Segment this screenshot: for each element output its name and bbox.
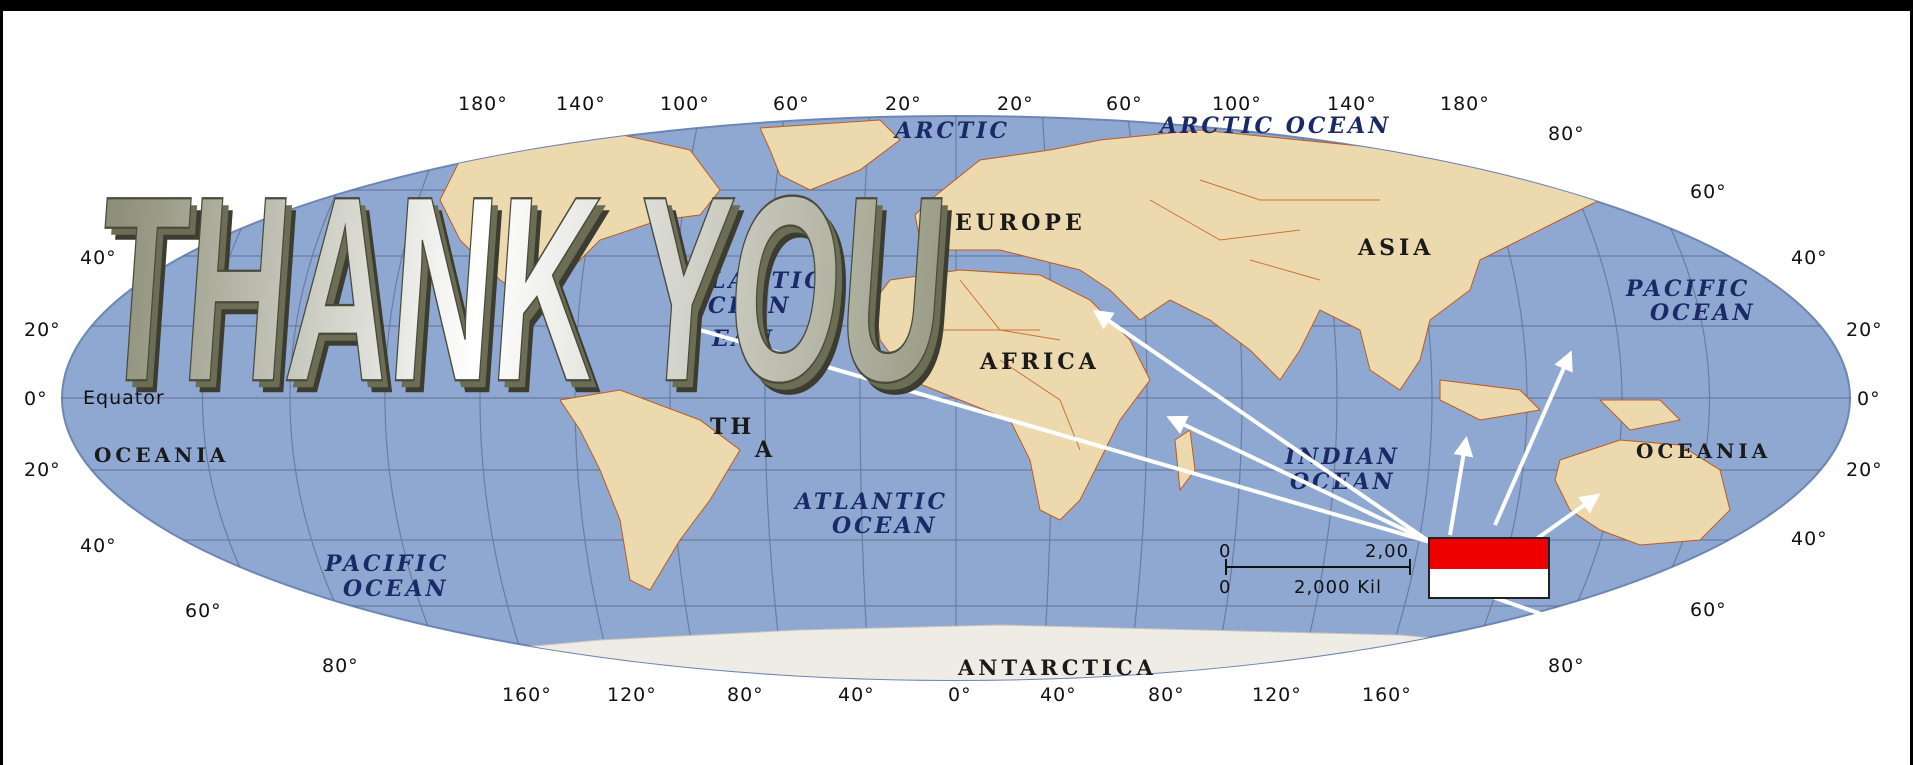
label-asia: ASIA (1357, 235, 1434, 261)
equator-label: Equator (83, 387, 165, 409)
label-antarctica: ANTARCTICA (957, 655, 1157, 680)
bottom-longitude-3: 40° (838, 684, 875, 706)
label-oceania-west: OCEANIA (94, 443, 229, 467)
svg-text:THANK YOU: THANK YOU (99, 154, 965, 450)
southeast-asia-islands (1439, 379, 1542, 421)
bottom-longitude-0: 160° (502, 684, 552, 706)
antarctica (359, 624, 1602, 680)
top-longitude-7: 100° (1212, 93, 1262, 115)
right-latitude-labels: 80° 60° 40° 20° 0° 20° 40° 60° 80° (1548, 123, 1883, 677)
bottom-longitude-labels: 160° 120° 80° 40° 0° 40° 80° 120° 160° (502, 684, 1412, 706)
wordart-extrusion: THANK YOU (99, 154, 965, 450)
bottom-longitude-1: 120° (607, 684, 657, 706)
top-longitude-6: 60° (1106, 93, 1143, 115)
scale-bottom-zero: 0 (1219, 577, 1231, 598)
bottom-longitude-4: 0° (948, 684, 972, 706)
new-guinea (1598, 399, 1682, 431)
label-arctic: ARCTIC (893, 118, 1010, 144)
label-pacific-west-2: OCEAN (343, 576, 449, 602)
scale-top-zero: 0 (1219, 541, 1231, 562)
arrow-to-australia (1533, 493, 1601, 542)
top-longitude-1: 140° (556, 93, 606, 115)
right-latitude-2: 40° (1791, 247, 1828, 269)
right-latitude-4: 0° (1857, 388, 1881, 410)
top-longitude-4: 20° (885, 93, 922, 115)
label-pacific-east-1: PACIFIC (1625, 276, 1750, 302)
label-atlantic-north-1: LANTIC (709, 268, 825, 294)
bottom-longitude-6: 80° (1148, 684, 1185, 706)
right-latitude-7: 60° (1690, 599, 1727, 621)
top-longitude-labels: 180° 140° 100° 60° 20° 20° 60° 100° 140° 180° (458, 93, 1490, 115)
label-atlantic-south-2: OCEAN (832, 513, 938, 539)
australia (1554, 439, 1731, 546)
top-longitude-2: 100° (660, 93, 710, 115)
arrow-to-south-pacific (1489, 594, 1582, 632)
eurasia (914, 129, 1601, 391)
south-america (559, 389, 741, 591)
top-longitude-5: 20° (997, 93, 1034, 115)
country-borders (920, 179, 1380, 451)
label-oceania-east: OCEANIA (1636, 439, 1771, 463)
label-arctic-ocean: ARCTIC OCEAN (1158, 113, 1391, 139)
left-latitude-3: 20° (24, 459, 61, 481)
left-latitude-2: 0° (24, 388, 48, 410)
top-longitude-9: 180° (1440, 93, 1490, 115)
label-africa: AFRICA (979, 349, 1100, 375)
right-latitude-3: 20° (1846, 319, 1883, 341)
left-latitude-5: 60° (185, 600, 222, 622)
label-atlantic-south-1: ATLANTIC (793, 489, 948, 515)
label-south-america-2: A (754, 437, 776, 463)
thank-you-wordart: THANK YOU THANK YOU THANK YOU (88, 141, 965, 450)
indonesia-flag-icon (1428, 537, 1550, 599)
land-masses (62, 116, 1850, 680)
top-longitude-8: 140° (1327, 93, 1377, 115)
arrow-to-north-africa (1092, 309, 1432, 544)
label-atlantic-north-2: CEAN (708, 293, 791, 319)
right-latitude-8: 80° (1548, 655, 1585, 677)
left-latitude-4: 40° (80, 535, 117, 557)
left-border (0, 0, 3, 765)
right-latitude-6: 40° (1791, 528, 1828, 550)
wordart-face: THANK YOU (89, 142, 955, 438)
scale-bottom-value: 2,000 Kil (1294, 577, 1382, 598)
arrow-to-thank-you (699, 328, 1431, 544)
right-border (1910, 0, 1913, 765)
label-indian-1: INDIAN (1284, 444, 1400, 470)
top-longitude-0: 180° (458, 93, 508, 115)
bottom-longitude-5: 40° (1040, 684, 1077, 706)
north-america (439, 129, 721, 301)
bottom-longitude-8: 160° (1362, 684, 1412, 706)
bottom-longitude-7: 120° (1252, 684, 1302, 706)
bottom-longitude-2: 80° (727, 684, 764, 706)
arrow-to-philippines (1493, 350, 1573, 526)
label-south-america-1: TH (710, 414, 755, 440)
left-latitude-0: 40° (80, 247, 117, 269)
label-pacific-east-2: OCEAN (1650, 300, 1756, 326)
top-longitude-3: 60° (773, 93, 810, 115)
right-latitude-5: 20° (1846, 459, 1883, 481)
arrow-to-indian-ocean (1448, 436, 1474, 536)
wordart-depth: THANK YOU (95, 149, 961, 445)
arrows (699, 309, 1601, 632)
scale-bar: 0 2,00 0 2,000 Kil (1219, 541, 1411, 598)
greenland (759, 119, 901, 191)
right-latitude-1: 60° (1690, 181, 1727, 203)
right-latitude-0: 80° (1548, 123, 1585, 145)
left-latitude-1: 20° (24, 319, 61, 341)
label-europe: EUROPE (955, 210, 1086, 236)
africa (874, 269, 1151, 521)
scale-top-value: 2,00 (1365, 541, 1409, 562)
label-pacific-west-1: PACIFIC (324, 551, 449, 577)
top-border (0, 0, 1913, 11)
arrow-to-east-africa (1166, 415, 1431, 544)
left-latitude-6: 80° (322, 655, 359, 677)
left-latitude-labels: 40° 20° 0° 20° 40° 60° 80° (24, 247, 359, 677)
